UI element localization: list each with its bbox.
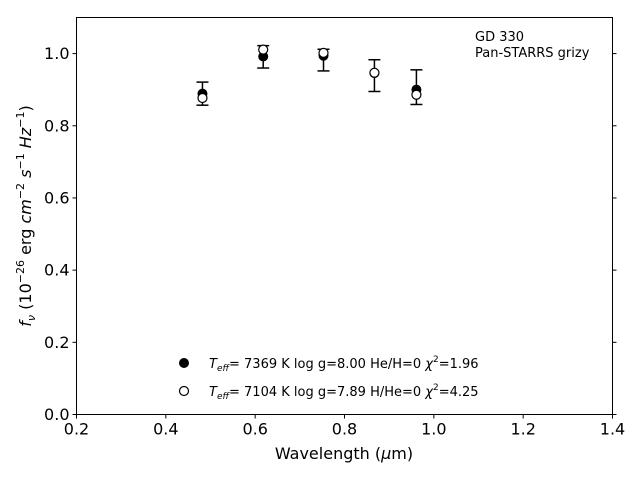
y-tick-label: 0.2 [44,333,69,352]
legend-marker-open [178,385,190,397]
x-tick-label: 1.2 [510,420,535,439]
y-tick-label: 0.4 [44,261,69,280]
model-point-open [411,89,422,100]
annotation-object: GD 330 [475,30,524,45]
annotation-survey: Pan-STARRS grizy [475,46,590,61]
y-tick-label: 0.6 [44,188,69,207]
plot-frame [76,17,613,415]
legend-marker-filled [179,358,189,368]
legend-entry-2: Teff= 7104 K log g=7.89 H/He=0 χ2=4.25 [209,383,479,402]
axis-ticks: 0.2 0.4 0.6 0.8 1.0 1.2 1.40.00.20.40.60.81.0 [44,44,625,438]
x-tick-label: 0.6 [242,420,267,439]
legend: Teff= 7369 K log g=8.00 He/H=0 χ2=1.96 T… [178,355,479,402]
plot-marks [196,44,423,106]
y-tick-label: 0.0 [44,405,69,424]
model-point-open [197,92,208,104]
x-tick-label: 1.4 [600,420,625,439]
model-point-open [369,67,380,78]
model-point-open [258,44,269,55]
x-tick-label: 0.8 [332,420,357,439]
x-axis-label: Wavelength (μm) [275,444,413,463]
x-tick-label: 1.0 [421,420,446,439]
y-tick-label: 0.8 [44,116,69,135]
model-point-open [318,47,329,58]
y-axis-label: fν (10−26 erg cm−2 s−1 Hz−1) [14,105,38,326]
x-tick-label: 0.4 [153,420,178,439]
y-tick-label: 1.0 [44,44,69,63]
legend-entry-1: Teff= 7369 K log g=8.00 He/H=0 χ2=1.96 [209,355,479,374]
x-tick-label: 0.2 [64,420,89,439]
